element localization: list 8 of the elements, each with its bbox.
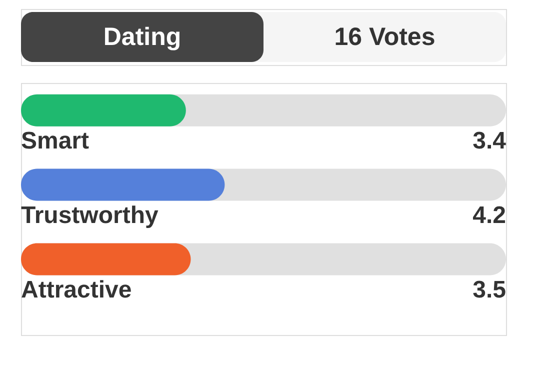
data-label: 4.2 — [472, 202, 506, 230]
y-tick-label: Attractive — [21, 276, 132, 304]
data-label: 3.5 — [472, 276, 506, 304]
chart-subtitle: 16 Votes — [334, 23, 436, 51]
y-tick-label: Smart — [21, 128, 90, 155]
y-tick-label: Trustworthy — [21, 202, 159, 230]
chart-title: Dating — [103, 23, 182, 51]
data-label: 3.4 — [472, 128, 507, 155]
